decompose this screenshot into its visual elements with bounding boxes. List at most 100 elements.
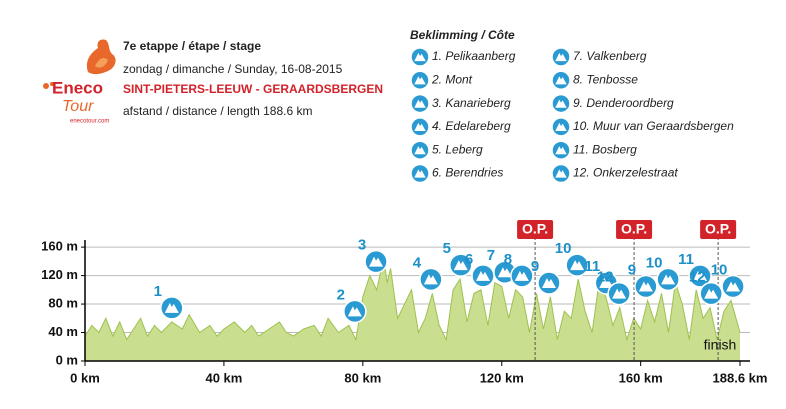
climb-number: 12 — [597, 269, 614, 286]
icon-mountain — [414, 146, 426, 155]
climb-number: 9 — [531, 258, 539, 275]
logo: Eneco Tour enecotour.com — [43, 39, 116, 125]
climb-icon — [537, 271, 561, 295]
legend-item: 6. Berendries — [432, 166, 503, 180]
op-label: O.P. — [705, 221, 731, 237]
icon-mountain — [555, 76, 567, 85]
legend-item: 11. Bosberg — [573, 142, 637, 156]
icon-mountain — [497, 267, 512, 278]
legend-item: 10. Muur van Geraardsbergen — [573, 119, 734, 133]
climb-icon — [410, 70, 430, 91]
climb-icon — [721, 274, 745, 299]
y-tick-label: 40 m — [48, 324, 78, 339]
y-tick-label: 80 m — [48, 295, 78, 310]
climb-icon — [410, 140, 430, 160]
profile-line — [84, 257, 741, 342]
icon-mountain — [555, 169, 567, 178]
icon-mountain — [164, 302, 179, 313]
climb-number: 7 — [487, 247, 495, 264]
op-box — [616, 220, 653, 239]
climb-icon — [471, 264, 495, 288]
stage: 7e etappe / étape / stage — [123, 39, 261, 53]
logo-brand: Eneco — [52, 78, 103, 97]
x-tick-label: 120 km — [480, 370, 524, 385]
climb-icon — [551, 47, 571, 67]
icon-mountain — [414, 122, 426, 131]
icon-mountain — [555, 99, 567, 108]
climb-number: 10 — [646, 254, 663, 271]
climb-icon — [160, 296, 184, 320]
legend-title: Beklimming / Côte — [410, 28, 515, 42]
y-tick-label: 0 m — [56, 352, 78, 367]
legend-item: 4. Edelareberg — [432, 119, 511, 133]
op-box — [700, 220, 737, 239]
op-label: O.P. — [621, 221, 647, 237]
x-tick-label: 80 km — [344, 370, 381, 385]
climb-icon — [551, 93, 571, 114]
icon-mountain — [661, 274, 676, 285]
x-tick-label: 0 km — [70, 370, 100, 385]
logo-sub: Tour — [62, 98, 94, 115]
climb-number: 12 — [689, 269, 706, 286]
icon-mountain — [423, 274, 438, 285]
climb-icon — [551, 140, 571, 160]
climb-number: 8 — [504, 251, 512, 268]
climb-icon — [656, 267, 680, 292]
icon-mountain — [555, 52, 567, 62]
climb-icon — [551, 117, 571, 137]
icon-mountain — [726, 281, 741, 292]
finish-label: finish — [704, 337, 737, 353]
icon-mountain — [570, 260, 585, 271]
climb-icon — [410, 163, 430, 184]
climb-number: 5 — [443, 240, 451, 257]
climb-icon — [410, 47, 430, 67]
climb-number: 4 — [413, 254, 422, 271]
legend-item: 2. Mont — [431, 72, 473, 86]
icon-mountain — [369, 256, 384, 267]
legend-item: 9. Denderoordberg — [573, 96, 674, 110]
climb-number: 1 — [154, 283, 162, 300]
climb-icon — [410, 117, 430, 137]
op-box — [517, 220, 554, 239]
climb-icon — [449, 253, 473, 277]
icon-mountain — [414, 169, 426, 178]
climb-number: 11 — [584, 258, 600, 275]
route: SINT-PIETERS-LEEUW - GERAARDSBERGEN — [123, 82, 383, 96]
icon-mountain — [514, 270, 529, 281]
legend-item: 8. Tenbosse — [573, 72, 638, 86]
x-tick-label: 160 km — [619, 370, 663, 385]
climb-number: 3 — [358, 237, 366, 254]
profile-area — [85, 257, 740, 361]
climb-number: 11 — [678, 251, 694, 268]
icon-mountain — [555, 122, 567, 131]
climb-icon — [699, 281, 723, 306]
climb-number: 6 — [465, 251, 473, 268]
date: zondag / dimanche / Sunday, 16-08-2015 — [123, 62, 343, 76]
icon-mountain — [476, 270, 491, 281]
legend-item: 5. Leberg — [432, 142, 483, 156]
x-tick-label: 188.6 km — [713, 370, 768, 385]
climb-icon — [419, 267, 443, 292]
climb-icon — [688, 264, 712, 288]
icon-mountain — [347, 306, 362, 317]
icon-mountain — [693, 270, 708, 281]
legend-item: 1. Pelikaanberg — [432, 49, 516, 63]
legend-item: 12. Onkerzelestraat — [573, 166, 678, 180]
y-tick-label: 120 m — [41, 267, 78, 282]
icon-mountain — [414, 76, 426, 85]
icon-mountain — [704, 288, 719, 299]
climb-number: 2 — [337, 286, 345, 303]
distance: afstand / distance / length 188.6 km — [123, 104, 312, 118]
climb-number: 9 — [628, 261, 636, 278]
climb-icon — [510, 264, 534, 288]
icon-mountain — [612, 288, 627, 299]
climb-icon — [364, 249, 388, 274]
climb-icon — [607, 281, 631, 306]
legend-item: 3. Kanarieberg — [432, 96, 511, 110]
icon-mountain — [638, 281, 653, 292]
climb-number: 10 — [555, 240, 572, 257]
op-label: O.P. — [522, 221, 548, 237]
climb-icon — [565, 253, 589, 277]
climb-icon — [551, 70, 571, 91]
